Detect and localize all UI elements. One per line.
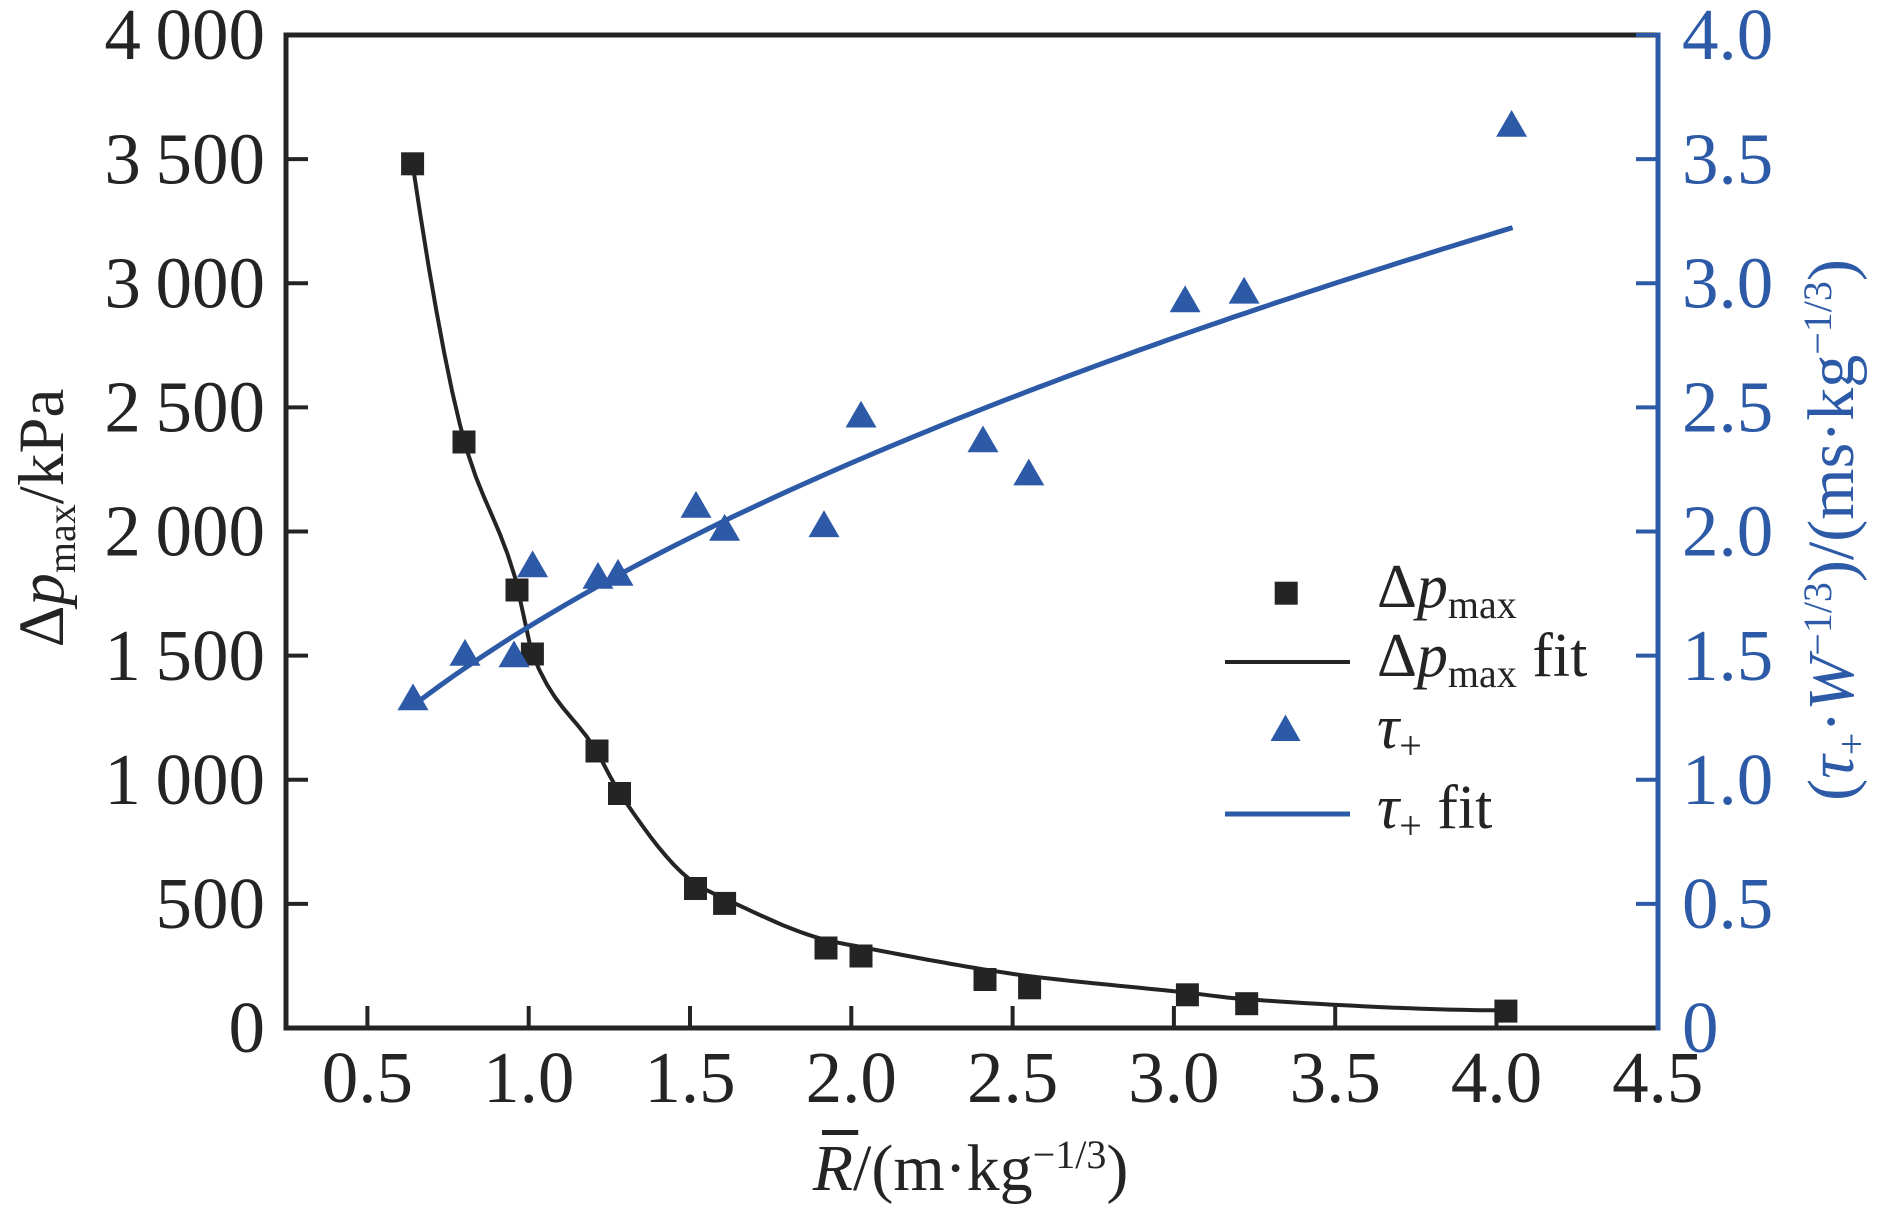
svg-text:2.5: 2.5 — [1682, 367, 1773, 448]
svg-text:1.0: 1.0 — [1682, 739, 1773, 820]
svg-text:2.0: 2.0 — [806, 1037, 897, 1118]
svg-text:4.0: 4.0 — [1682, 0, 1773, 75]
svg-text:0: 0 — [1682, 987, 1719, 1068]
svg-text:1 500: 1 500 — [104, 615, 265, 696]
svg-text:2.0: 2.0 — [1682, 491, 1773, 572]
svg-text:1.5: 1.5 — [1682, 615, 1773, 696]
svg-text:1.5: 1.5 — [644, 1037, 735, 1118]
svg-text:τ+ fit: τ+ fit — [1377, 774, 1492, 848]
svg-text:2 000: 2 000 — [104, 491, 265, 572]
svg-text:4.5: 4.5 — [1612, 1037, 1703, 1118]
svg-text:0.5: 0.5 — [1682, 863, 1773, 944]
svg-text:3.5: 3.5 — [1290, 1037, 1381, 1118]
svg-text:500: 500 — [156, 863, 266, 944]
svg-text:3.5: 3.5 — [1682, 118, 1773, 199]
svg-text:Δpmax: Δpmax — [1377, 553, 1517, 627]
svg-text:4 000: 4 000 — [104, 0, 265, 75]
svg-text:2 500: 2 500 — [104, 367, 265, 448]
svg-text:3 000: 3 000 — [104, 242, 265, 323]
svg-text:(τ+·W−1/3)/(ms·kg−1/3): (τ+·W−1/3)/(ms·kg−1/3) — [1795, 259, 1874, 801]
svg-text:1 000: 1 000 — [104, 739, 265, 820]
svg-text:Δpmax/kPa: Δpmax/kPa — [6, 389, 84, 648]
svg-text:0.5: 0.5 — [322, 1037, 413, 1118]
svg-text:2.5: 2.5 — [967, 1037, 1058, 1118]
svg-text:0: 0 — [229, 987, 266, 1068]
svg-text:τ+: τ+ — [1377, 694, 1422, 768]
svg-text:3 500: 3 500 — [104, 118, 265, 199]
svg-text:1.0: 1.0 — [483, 1037, 574, 1118]
svg-text:4.0: 4.0 — [1451, 1037, 1542, 1118]
svg-text:3.0: 3.0 — [1128, 1037, 1219, 1118]
svg-text:3.0: 3.0 — [1682, 242, 1773, 323]
